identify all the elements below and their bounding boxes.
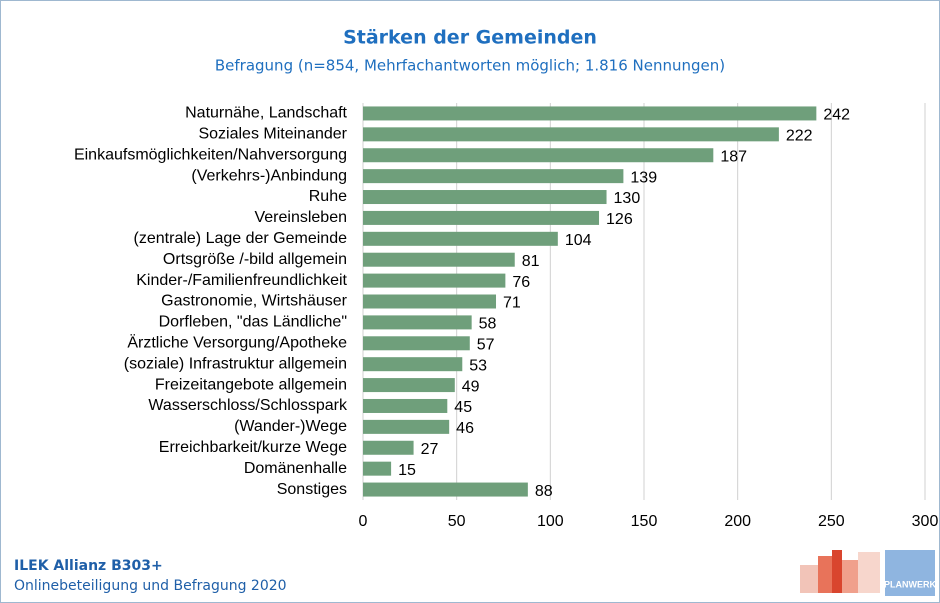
bar [363,273,506,288]
logo-text: PLANWERK [884,579,936,589]
value-label: 187 [720,148,747,165]
value-label: 126 [606,211,633,228]
value-label: 81 [522,253,540,270]
value-label: 76 [512,274,530,291]
y-tick-label: Erreichbarkeit/kurze Wege [159,439,347,456]
chart-subtitle: Befragung (n=854, Mehrfachantworten mögl… [215,57,725,75]
bar [363,127,779,142]
y-tick-label: (soziale) Infrastruktur allgemein [124,355,347,372]
bar [363,336,470,351]
value-label: 27 [421,441,439,458]
y-tick-label: Domänenhalle [244,460,347,477]
bar [363,252,515,267]
bar [363,294,497,309]
bar [363,231,558,246]
bar [363,398,448,413]
bar [363,461,392,476]
value-label: 58 [479,316,497,333]
value-label: 46 [456,420,474,437]
value-label: 15 [398,462,416,479]
bar [363,440,414,455]
y-tick-label: Einkaufsmöglichkeiten/Nahversorgung [74,146,347,163]
y-tick-label: Dorfleben, "das Ländliche" [159,314,347,331]
value-label: 53 [469,357,487,374]
bar [363,315,472,330]
value-label: 104 [565,232,592,249]
y-tick-label: Sonstiges [277,481,347,498]
bar [363,106,817,121]
bar [363,148,714,163]
x-tick-label: 0 [359,513,368,530]
bar [363,190,607,205]
value-label: 45 [454,399,472,416]
bar [363,169,624,184]
x-tick-label: 300 [912,513,939,530]
y-tick-label: Ruhe [309,188,347,205]
bar [363,419,450,434]
x-tick-label: 200 [724,513,751,530]
footer-subtitle: Onlinebeteiligung und Befragung 2020 [14,578,287,594]
value-label: 71 [503,295,521,312]
y-tick-label: Wasserschloss/Schlosspark [148,397,348,414]
value-label: 49 [462,378,480,395]
y-tick-label: Kinder-/Familienfreundlichkeit [136,272,347,289]
x-tick-label: 150 [631,513,658,530]
value-label: 57 [477,337,495,354]
value-label: 242 [823,107,850,124]
chart-title: Stärken der Gemeinden [343,27,597,49]
y-tick-label: Ärztliche Versorgung/Apotheke [127,334,347,352]
value-label: 88 [535,483,553,500]
y-tick-label: Freizeitangebote allgemein [155,376,347,393]
y-tick-label: Gastronomie, Wirtshäuser [161,293,348,310]
value-label: 222 [786,128,813,145]
bar [363,210,600,225]
value-label: 130 [614,190,641,207]
bar [363,378,455,393]
y-tick-label: (zentrale) Lage der Gemeinde [134,230,348,247]
bar [363,357,463,372]
x-tick-label: 100 [537,513,564,530]
y-tick-label: Naturnähe, Landschaft [185,105,347,122]
y-tick-label: Vereinsleben [254,209,347,226]
logo-buildings [800,550,880,593]
x-tick-label: 250 [818,513,845,530]
y-tick-label: (Wander-)Wege [234,418,347,435]
y-tick-label: Ortsgröße /-bild allgemein [163,251,347,268]
x-tick-label: 50 [448,513,466,530]
bar [363,482,528,497]
y-tick-label: Soziales Miteinander [198,126,347,143]
logo-box [885,550,935,596]
footer-title: ILEK Allianz B303+ [14,558,163,574]
value-label: 139 [630,169,657,186]
y-tick-label: (Verkehrs-)Anbindung [191,167,347,184]
